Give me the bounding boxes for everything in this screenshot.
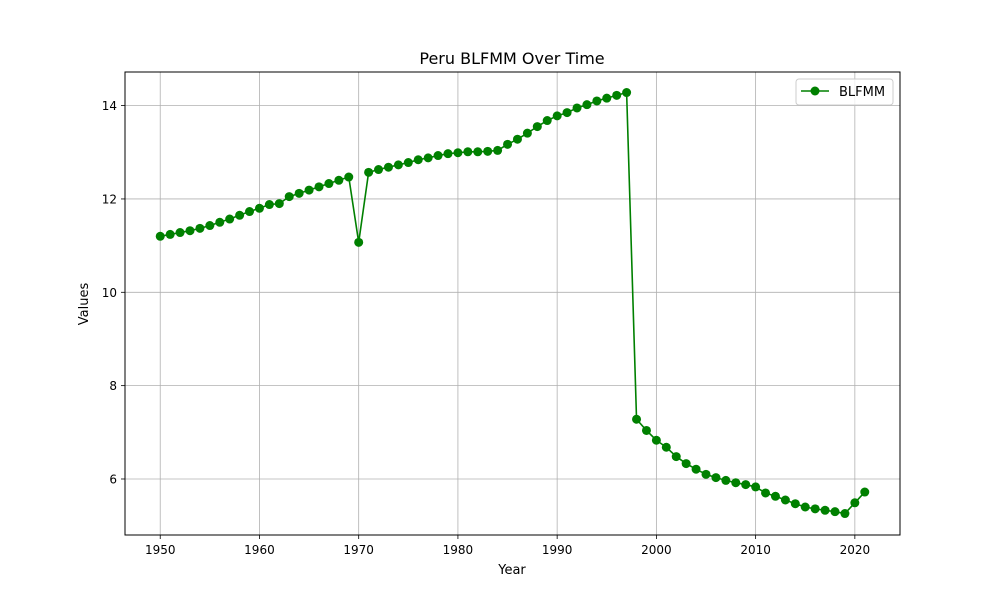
data-point (790, 499, 800, 509)
data-point (721, 475, 731, 485)
data-point (235, 210, 245, 220)
y-tick-label: 8 (109, 379, 117, 393)
data-point (463, 147, 473, 157)
data-point (304, 185, 314, 195)
data-point (651, 435, 661, 445)
data-point (264, 200, 274, 210)
data-point (622, 88, 632, 98)
gridlines (125, 72, 900, 535)
data-point (572, 103, 582, 113)
data-point (681, 459, 691, 469)
data-point (820, 505, 830, 515)
legend-marker-swatch (810, 86, 820, 96)
data-point (354, 237, 364, 247)
data-point (761, 488, 771, 498)
legend-box (795, 78, 894, 106)
data-point (860, 487, 870, 497)
y-tick-label: 10 (102, 286, 117, 300)
legend: BLFMM (795, 78, 894, 106)
x-axis-label: Year (497, 563, 526, 578)
data-point (274, 199, 284, 209)
data-point (562, 108, 572, 118)
data-point (632, 414, 642, 424)
x-tick-label: 1960 (244, 543, 275, 557)
data-point (780, 495, 790, 505)
data-point (364, 167, 374, 177)
y-axis-label: Values (77, 283, 92, 326)
data-point (314, 182, 324, 192)
data-point (840, 509, 850, 519)
x-tick-label: 2020 (840, 543, 871, 557)
data-point (612, 90, 622, 100)
data-point (552, 111, 562, 121)
x-tick-label: 1950 (145, 543, 176, 557)
data-point (433, 151, 443, 161)
plot-frame (124, 71, 901, 536)
x-tick-label: 1990 (542, 543, 573, 557)
data-point (383, 162, 393, 172)
data-point (830, 507, 840, 517)
y-tick-label: 6 (109, 472, 117, 486)
series-layer (155, 88, 870, 519)
data-point (641, 425, 651, 435)
x-tick-label: 1980 (443, 543, 474, 557)
y-tick-label: 12 (102, 192, 117, 206)
axis-ticks: 1950 1960 1970 1980 1990 2000 2010 2020 6 8 10 12 14 (102, 99, 870, 557)
data-point (413, 155, 423, 165)
data-point (393, 160, 403, 170)
data-point (443, 149, 453, 159)
data-point (691, 464, 701, 474)
plot-area (125, 72, 900, 535)
y-tick-label: 14 (102, 99, 117, 113)
data-point (592, 96, 602, 106)
data-point (165, 229, 175, 239)
x-tick-label: 2000 (641, 543, 672, 557)
data-point (602, 93, 612, 103)
data-point (175, 228, 185, 238)
data-point (185, 226, 195, 236)
data-point (245, 207, 255, 217)
data-point (493, 145, 503, 155)
data-point (800, 502, 810, 512)
data-point (423, 153, 433, 163)
data-point (453, 148, 463, 158)
data-point (731, 478, 741, 488)
data-point (195, 223, 205, 233)
chart-title: Peru BLFMM Over Time (419, 49, 604, 68)
data-point (215, 217, 225, 227)
data-point (254, 203, 264, 213)
data-point (751, 482, 761, 492)
data-point (483, 146, 493, 156)
data-point (770, 491, 780, 501)
data-point (671, 452, 681, 462)
data-point (225, 214, 235, 224)
data-point (284, 192, 294, 202)
data-point (810, 504, 820, 514)
data-point (294, 188, 304, 198)
data-point (512, 134, 522, 144)
data-point (542, 116, 552, 126)
data-point (344, 172, 354, 182)
data-point (522, 128, 532, 138)
x-tick-label: 2010 (740, 543, 771, 557)
data-point (155, 231, 165, 241)
data-point (532, 122, 542, 132)
data-point (334, 175, 344, 185)
data-point (503, 139, 513, 149)
data-point (661, 442, 671, 452)
data-point (850, 498, 860, 508)
data-point (582, 100, 592, 110)
data-point (473, 147, 483, 157)
data-point (403, 158, 413, 168)
data-point (324, 179, 334, 189)
data-point (374, 165, 384, 175)
x-tick-label: 1970 (343, 543, 374, 557)
data-point (205, 221, 215, 231)
legend-label: BLFMM (839, 85, 885, 100)
data-point (701, 469, 711, 479)
data-point (711, 473, 721, 483)
data-point (741, 480, 751, 490)
